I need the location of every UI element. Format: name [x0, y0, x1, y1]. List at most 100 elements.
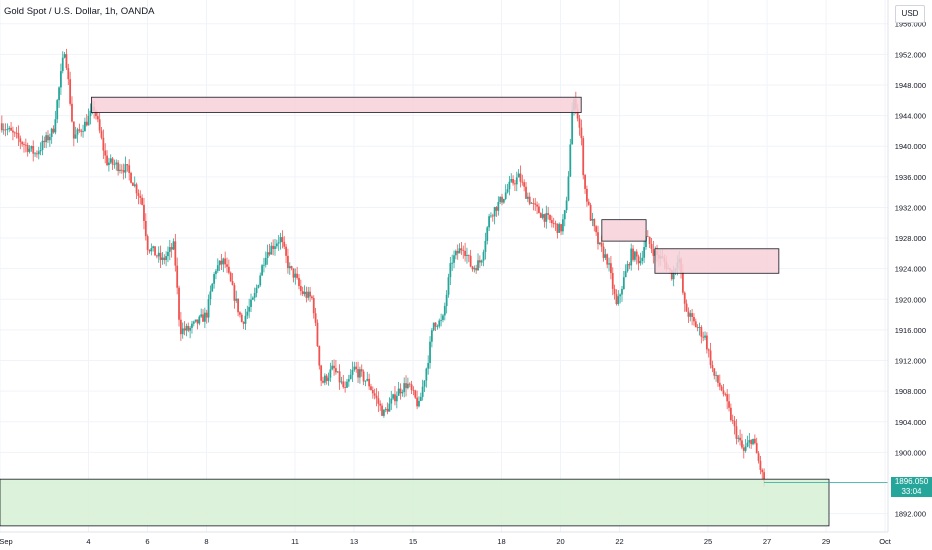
- candle-body: [707, 349, 710, 351]
- support-zone: [0, 478, 830, 527]
- candle-body: [333, 365, 335, 369]
- candle-body: [34, 153, 36, 155]
- candle-body: [375, 395, 378, 399]
- candle-body: [593, 218, 596, 227]
- candle-body: [170, 247, 173, 250]
- candle-body: [287, 255, 289, 269]
- candle-body: [718, 382, 721, 387]
- candle-body: [165, 256, 168, 261]
- y-tick-label: 1928.000: [895, 234, 926, 243]
- candle-body: [467, 254, 470, 256]
- candle-body: [392, 394, 395, 399]
- candle-body: [460, 248, 463, 251]
- candle-body: [72, 121, 75, 139]
- candle-body: [493, 207, 496, 217]
- candle-body: [436, 326, 439, 328]
- candle-body: [311, 296, 313, 299]
- candle-body: [115, 162, 118, 165]
- candle-body: [724, 394, 727, 395]
- y-tick-label: 1924.000: [895, 265, 926, 274]
- candle-body: [589, 204, 592, 221]
- candle-body: [508, 181, 511, 190]
- candle-body: [580, 127, 583, 139]
- candle-body: [556, 223, 559, 233]
- candle-body: [39, 149, 42, 152]
- candle-body: [325, 375, 328, 381]
- candle-body: [357, 369, 359, 378]
- candle-body: [366, 378, 369, 381]
- y-tick-label: 1916.000: [895, 326, 926, 335]
- candle-body: [266, 252, 269, 258]
- candle-body: [128, 165, 131, 173]
- candle-body: [318, 345, 321, 366]
- candle-body: [689, 313, 692, 317]
- candle-body: [672, 271, 675, 280]
- y-tick-label: 1920.000: [895, 295, 926, 304]
- candle-body: [571, 110, 574, 145]
- candle-body: [639, 261, 642, 264]
- candle-body: [100, 130, 103, 138]
- candle-body: [528, 196, 531, 204]
- candle-body: [336, 371, 339, 373]
- candle-body: [539, 213, 542, 218]
- candle-body: [233, 285, 236, 301]
- candle-body: [429, 341, 431, 363]
- candle-body: [512, 179, 514, 184]
- candle-body: [2, 129, 5, 131]
- candle-body: [30, 145, 33, 149]
- candle-body: [514, 183, 516, 185]
- candle-body: [576, 108, 579, 119]
- x-tick-label: 22: [615, 537, 623, 546]
- candle-body: [406, 383, 409, 389]
- candle-body: [440, 319, 443, 321]
- candle-body: [586, 188, 588, 202]
- candle-body: [613, 288, 616, 295]
- candle-body: [491, 215, 494, 217]
- candle-body: [24, 144, 27, 146]
- candle-body: [519, 173, 522, 182]
- candle-body: [231, 281, 234, 286]
- candle-body: [562, 219, 564, 232]
- candle-body: [501, 196, 503, 203]
- candle-body: [621, 288, 623, 295]
- candle-body: [515, 177, 518, 185]
- candle-body: [425, 368, 428, 381]
- candle-body: [226, 264, 228, 267]
- candle-body: [397, 388, 400, 396]
- x-tick-label: Sep: [0, 537, 13, 546]
- candle-body: [104, 150, 107, 156]
- candle-body: [215, 270, 217, 275]
- candle-body: [298, 277, 300, 286]
- candle-body: [178, 287, 180, 320]
- candle-body: [61, 57, 64, 72]
- candle-body: [41, 140, 44, 150]
- candle-body: [250, 299, 252, 307]
- candle-body: [242, 321, 245, 324]
- candle-body: [370, 386, 372, 391]
- candle-body: [495, 207, 498, 211]
- candle-body: [200, 314, 203, 317]
- candle-body: [685, 303, 688, 312]
- candle-body: [693, 316, 695, 322]
- candle-body: [294, 273, 297, 278]
- x-tick-label: 11: [291, 537, 299, 546]
- candle-body: [218, 260, 221, 266]
- candle-body: [255, 287, 258, 294]
- candle-body: [670, 269, 673, 280]
- candle-body: [534, 203, 537, 205]
- candle-body: [316, 322, 319, 346]
- candle-body: [416, 397, 419, 407]
- candle-body: [10, 127, 12, 131]
- candle-body: [453, 255, 455, 263]
- candle-body: [451, 262, 454, 264]
- currency-selector[interactable]: USD: [895, 5, 925, 23]
- candle-body: [235, 298, 238, 301]
- candle-body: [60, 71, 62, 88]
- candle-body: [401, 392, 404, 394]
- candle-body: [246, 311, 249, 316]
- candle-body: [351, 369, 354, 375]
- candle-body: [683, 292, 686, 304]
- candle-body: [379, 403, 382, 406]
- candle-body: [207, 299, 210, 318]
